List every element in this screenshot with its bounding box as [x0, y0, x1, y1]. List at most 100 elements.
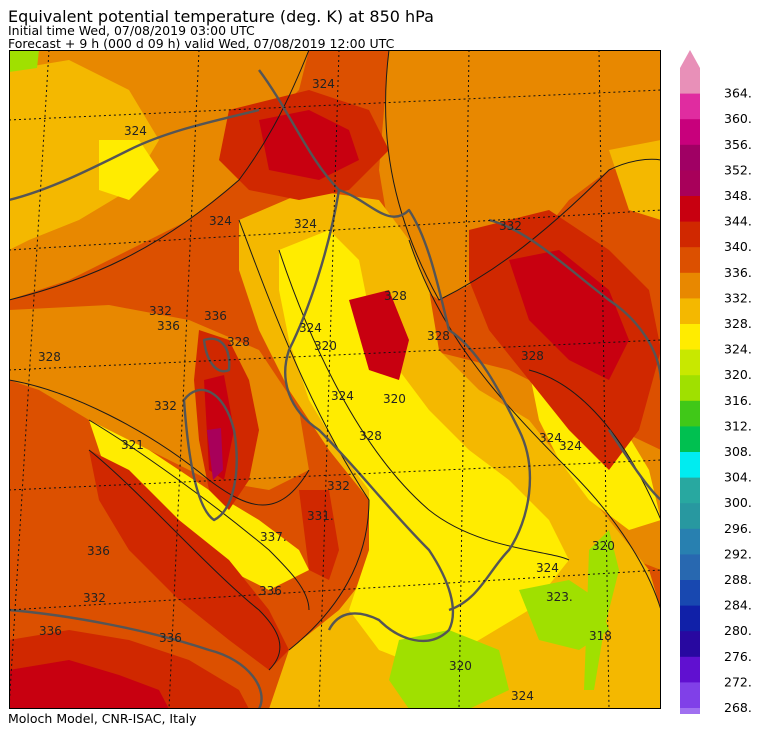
colorbar-swatch	[680, 580, 700, 607]
colorbar-tick-label: 284.	[724, 598, 752, 613]
contour-label: 332	[149, 304, 172, 318]
colorbar-swatch	[680, 452, 700, 479]
colorbar-tick-label: 348.	[724, 188, 752, 203]
contour-label: 320	[449, 659, 472, 673]
contour-label: 332	[154, 399, 177, 413]
contour-label: 336	[87, 544, 110, 558]
model-credit: Moloch Model, CNR-ISAC, Italy	[8, 711, 197, 726]
contour-line	[528, 369, 661, 521]
region-336-southwest	[89, 450, 289, 670]
colorbar-swatch	[680, 247, 700, 274]
colorbar-swatch	[680, 298, 700, 325]
colorbar-swatch	[680, 554, 700, 581]
contour-label: 336	[157, 319, 180, 333]
graticule	[9, 89, 661, 121]
colorbar-tick-label: 276.	[724, 649, 752, 664]
colorbar-tick-label: 320.	[724, 367, 752, 382]
contour-label: 332	[327, 479, 350, 493]
colorbar-swatch	[680, 119, 700, 146]
contour-label: 328	[427, 329, 450, 343]
region-324-northwest	[9, 60, 159, 250]
contour-label: 328	[38, 350, 61, 364]
contour-label: 318	[589, 629, 612, 643]
colorbar-swatch	[680, 375, 700, 402]
coastline	[488, 218, 661, 381]
graticule	[9, 50, 50, 709]
colorbar-swatch	[680, 272, 700, 299]
region-320-northwest	[99, 140, 159, 200]
coastline	[202, 337, 231, 373]
colorbar-tick-label: 324.	[724, 342, 752, 357]
contour-line	[9, 50, 310, 301]
contour-label: 324	[299, 321, 322, 335]
contour-label: 336	[259, 584, 282, 598]
colorbar-swatch	[680, 682, 700, 709]
region-316-corner	[9, 50, 39, 72]
contour-line	[9, 379, 310, 506]
region-328-east	[379, 50, 661, 300]
coastline	[608, 429, 661, 501]
colorbar-swatch	[680, 503, 700, 530]
coastline	[9, 108, 260, 202]
region-324-east-strip	[609, 140, 661, 220]
colorbar-swatch	[680, 324, 700, 351]
contour-label: 324	[331, 389, 354, 403]
contour-label: 331.	[307, 509, 334, 523]
region-340-southwest	[9, 660, 169, 709]
region-336-central	[299, 490, 339, 580]
colorbar-tick-label: 356.	[724, 137, 752, 152]
colorbar-tick-label: 340.	[724, 239, 752, 254]
colorbar-swatch	[680, 144, 700, 171]
region-316-east-streak	[584, 530, 619, 690]
contour-label: 324	[536, 561, 559, 575]
graticule	[9, 569, 661, 611]
contour-label: 323.	[546, 590, 573, 604]
coastline	[9, 608, 263, 709]
graticule	[9, 209, 661, 251]
contour-line	[238, 219, 370, 651]
contour-label: 336	[204, 309, 227, 323]
contour-label: 324	[312, 77, 335, 91]
colorbar-top-arrow	[680, 50, 700, 68]
colorbar-swatch	[680, 400, 700, 427]
contour-label: 336	[39, 624, 62, 638]
colorbar-swatch	[680, 631, 700, 658]
contour-line	[278, 249, 570, 561]
contour-label: 337.	[260, 530, 287, 544]
contour-label: 324	[511, 689, 534, 703]
colorbar-tick-label: 292.	[724, 546, 752, 561]
colorbar-swatch	[680, 170, 700, 197]
colorbar-swatch	[680, 656, 700, 683]
colorbar-swatch	[680, 708, 700, 714]
colorbar-tick-label: 352.	[724, 162, 752, 177]
colorbar-tick-label: 336.	[724, 265, 752, 280]
colorbar-swatch	[680, 93, 700, 120]
contour-line	[408, 239, 661, 611]
coastline	[182, 388, 238, 522]
colorbar-swatch	[680, 221, 700, 248]
colorbar-tick-label: 332.	[724, 290, 752, 305]
contour-label: 320	[383, 392, 406, 406]
colorbar-tick-label: 308.	[724, 444, 752, 459]
colorbar-tick-label: 328.	[724, 316, 752, 331]
colorbar-swatch	[680, 68, 700, 95]
contour-label: 324	[294, 217, 317, 231]
contour-label: 328	[227, 335, 250, 349]
colorbar-swatch	[680, 605, 700, 632]
region-320-west	[89, 420, 309, 590]
map-frame	[9, 50, 661, 709]
region-320-central	[279, 230, 569, 670]
theta-e-map: 324 324 324 324 324 324 324 324 328 328 …	[9, 50, 661, 709]
contour-label: 328	[521, 349, 544, 363]
region-340-central	[349, 290, 409, 380]
colorbar-swatch	[680, 349, 700, 376]
colorbar-swatch	[680, 426, 700, 453]
contour-label: 321	[121, 438, 144, 452]
colorbar-tick-label: 268.	[724, 700, 752, 714]
contour-label: 336	[159, 631, 182, 645]
region-344-west	[207, 428, 223, 480]
region-340-alps	[259, 110, 359, 180]
contour-label: 328	[384, 289, 407, 303]
colorbar-tick-label: 364.	[724, 86, 752, 101]
contour-label: 324	[539, 431, 562, 445]
